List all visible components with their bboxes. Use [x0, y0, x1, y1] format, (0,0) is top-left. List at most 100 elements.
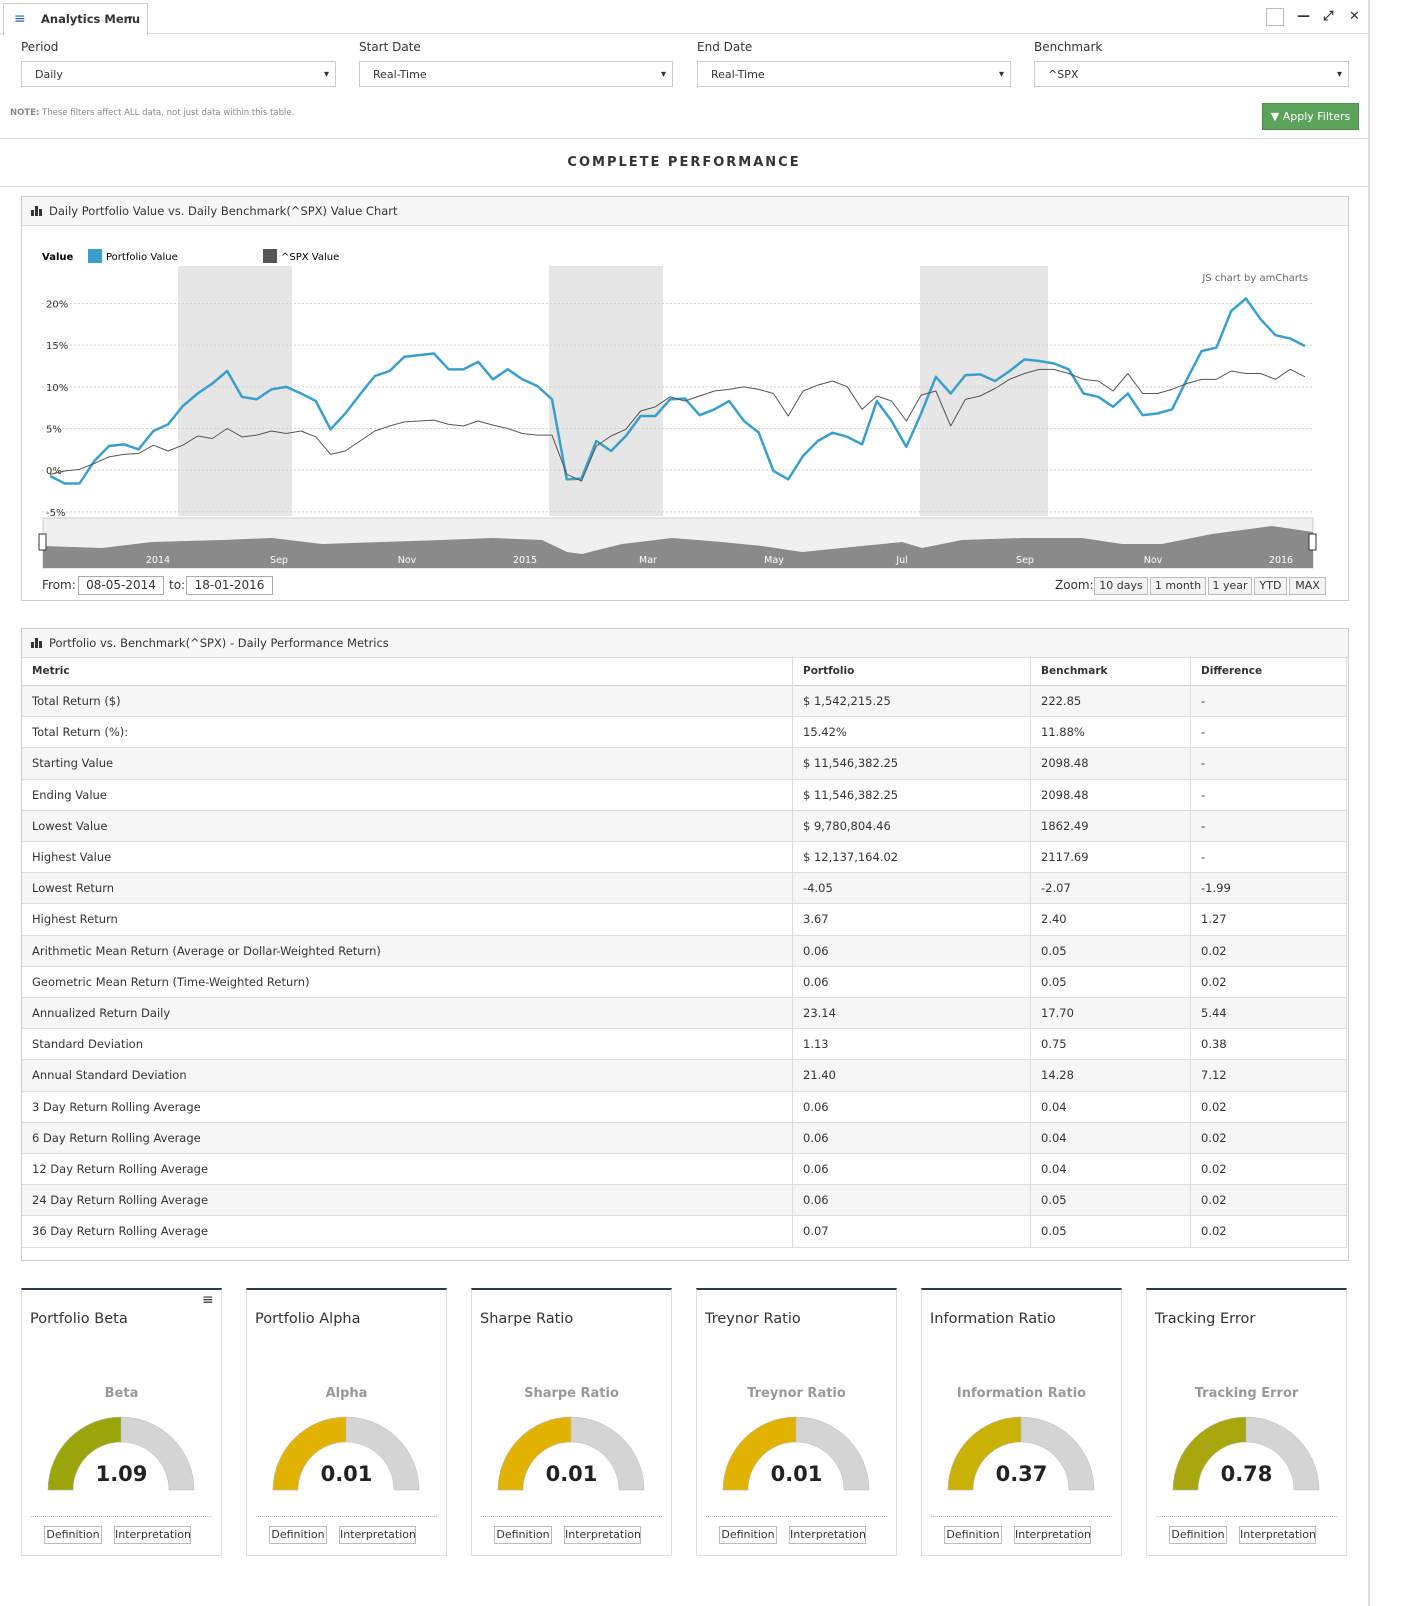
from-input[interactable]: 08-05-2014	[78, 576, 164, 595]
table-cell: -	[1191, 810, 1347, 842]
table-cell: 0.05	[1031, 935, 1191, 967]
y-tick-label: -5%	[46, 508, 65, 519]
chart: Value JS chart by amCharts -5% 0% 5% 10% 15%…	[38, 249, 1317, 569]
table-cell: 0.06	[793, 1091, 1031, 1123]
gauge-title: Tracking Error	[1155, 1311, 1256, 1327]
table-cell: 6 Day Return Rolling Average	[22, 1122, 793, 1154]
table-cell: Arithmetic Mean Return (Average or Dolla…	[22, 935, 793, 967]
table-cell: Geometric Mean Return (Time-Weighted Ret…	[22, 966, 793, 998]
table-cell: 0.06	[793, 935, 1031, 967]
legend-swatch	[263, 249, 277, 263]
table-cell: Annual Standard Deviation	[22, 1060, 793, 1092]
table-cell: -	[1191, 748, 1347, 780]
interpretation-button[interactable]: Interpretation	[789, 1526, 866, 1544]
divider	[256, 1516, 437, 1517]
column-header: Portfolio	[793, 656, 1031, 686]
definition-button[interactable]: Definition	[1169, 1526, 1227, 1544]
gauge-fill	[722, 1416, 797, 1491]
table-cell: Total Return (%):	[22, 717, 793, 749]
legend-label: ^SPX Value	[281, 252, 339, 263]
gauge-title: Portfolio Alpha	[255, 1311, 361, 1327]
gauge-fill	[947, 1416, 1022, 1491]
gauge-title: Sharpe Ratio	[480, 1311, 574, 1327]
table-cell: 5.44	[1191, 998, 1347, 1030]
scroll-handle[interactable]	[1308, 533, 1317, 551]
gauge-fill	[47, 1416, 122, 1491]
definition-button[interactable]: Definition	[719, 1526, 777, 1544]
definition-button[interactable]: Definition	[494, 1526, 552, 1544]
expand[interactable]: ⤢	[1323, 9, 1334, 24]
table-cell: $ 11,546,382.25	[793, 779, 1031, 811]
table-cell: Starting Value	[22, 748, 793, 780]
definition-button[interactable]: Definition	[269, 1526, 327, 1544]
y-tick-label: 10%	[46, 383, 68, 394]
divider	[1156, 1516, 1337, 1517]
scrollbar-label: Sep	[1016, 555, 1034, 566]
table-cell: $ 1,542,215.25	[793, 686, 1031, 718]
table-cell: 23.14	[793, 998, 1031, 1030]
interpretation-button[interactable]: Interpretation	[1014, 1526, 1091, 1544]
scrollbar-label: Jul	[895, 555, 907, 566]
minimize[interactable]: —	[1297, 9, 1310, 24]
table-cell: 0.04	[1031, 1154, 1191, 1186]
gauge-value: 0.01	[770, 1462, 823, 1486]
scrollbar-label: May	[764, 555, 784, 566]
filter-select[interactable]: ^SPX	[1034, 61, 1349, 88]
filter-label: Period	[21, 40, 59, 54]
window-button[interactable]	[1266, 8, 1284, 26]
interpretation-button[interactable]: Interpretation	[339, 1526, 416, 1544]
interpretation-button[interactable]: Interpretation	[114, 1526, 191, 1544]
gauge	[1172, 1416, 1320, 1491]
table-cell: 0.02	[1191, 1185, 1347, 1217]
note-text: These filters affect ALL data, not just …	[42, 108, 295, 118]
zoom-button[interactable]: MAX	[1289, 577, 1326, 595]
zoom-button[interactable]: 1 month	[1150, 577, 1206, 595]
scrollbar-area	[43, 526, 1313, 568]
apply-button[interactable]: ▼ Apply Filters	[1262, 103, 1359, 130]
table-cell: 0.05	[1031, 1216, 1191, 1248]
table-cell: 2.40	[1031, 904, 1191, 936]
window-controls[interactable]: — ⤢ ✕	[1291, 3, 1368, 31]
table-cell: 11.88%	[1031, 717, 1191, 749]
gauge-title: Treynor Ratio	[705, 1311, 801, 1327]
table-cell: 0.02	[1191, 1091, 1347, 1123]
table-cell: Highest Value	[22, 842, 793, 874]
zoom-button[interactable]: 1 year	[1208, 577, 1252, 595]
chart-title: Daily Portfolio Value vs. Daily Benchmar…	[49, 204, 398, 218]
table-cell: Standard Deviation	[22, 1029, 793, 1061]
filter-select[interactable]: Real-Time	[359, 61, 673, 88]
zoom-button[interactable]: YTD	[1254, 577, 1287, 595]
scrollbar-label: 2015	[513, 555, 537, 566]
table-cell: 17.70	[1031, 998, 1191, 1030]
definition-button[interactable]: Definition	[44, 1526, 102, 1544]
table-cell: 0.02	[1191, 1122, 1347, 1154]
column-header: Difference	[1191, 656, 1347, 686]
gauge-label: Sharpe Ratio	[524, 1386, 619, 1401]
scroll-handle[interactable]	[38, 533, 47, 551]
interpretation-button[interactable]: Interpretation	[564, 1526, 641, 1544]
filter-select[interactable]: Daily	[21, 61, 336, 88]
gauge-title: Information Ratio	[930, 1311, 1056, 1327]
y-tick-label: 15%	[46, 341, 68, 352]
gauge-label: Beta	[104, 1386, 139, 1401]
card-menu[interactable]: ≡	[202, 1292, 214, 1308]
gauge-value: 0.37	[995, 1462, 1048, 1486]
menu-tab[interactable]: ≡ Analytics Menu ▾	[3, 3, 148, 35]
interpretation-button[interactable]: Interpretation	[1239, 1526, 1316, 1544]
bar-icon	[31, 206, 42, 216]
zoom-button[interactable]: 10 days	[1094, 577, 1148, 595]
filter-select[interactable]: Real-Time	[697, 61, 1011, 88]
to-input[interactable]: 18-01-2016	[186, 576, 273, 595]
zoom-label: Zoom:	[1055, 578, 1094, 592]
note: NOTE: These filters affect ALL data, not…	[10, 108, 294, 118]
table-cell: 1.13	[793, 1029, 1031, 1061]
scrollbar-label: Sep	[270, 555, 288, 566]
table-cell: Total Return ($)	[22, 686, 793, 718]
table-cell: 2117.69	[1031, 842, 1191, 874]
y-tick-label: 5%	[46, 425, 62, 436]
table-cell: $ 12,137,164.02	[793, 842, 1031, 874]
table-cell: 2098.48	[1031, 779, 1191, 811]
close[interactable]: ✕	[1349, 9, 1360, 24]
definition-button[interactable]: Definition	[944, 1526, 1002, 1544]
